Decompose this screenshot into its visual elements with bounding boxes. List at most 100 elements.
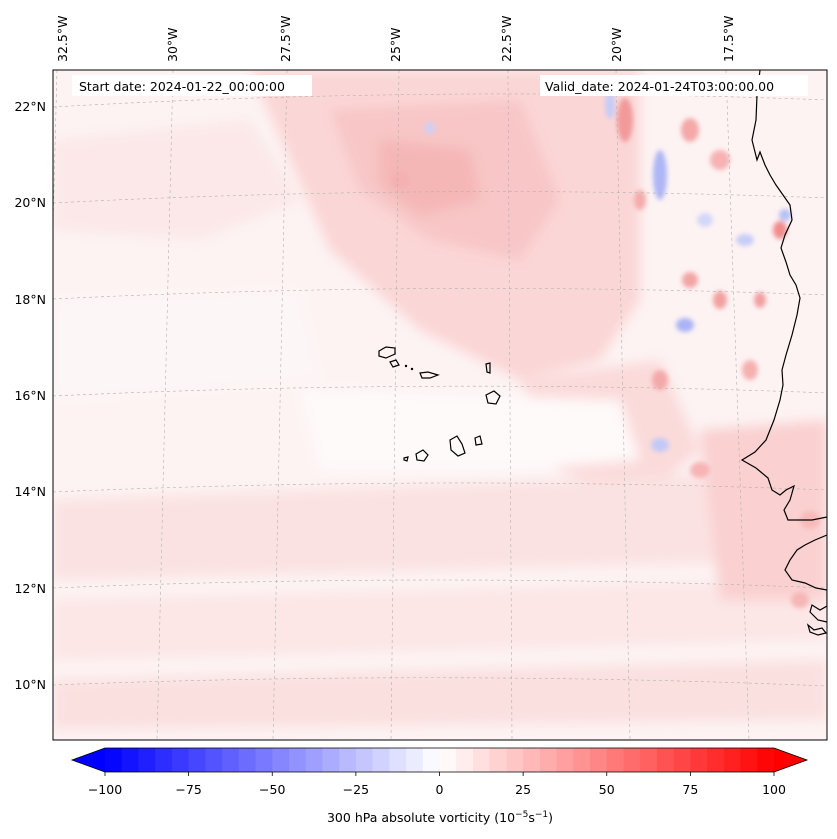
meridian-22-5w: [507, 70, 513, 740]
colorbar-cell: [389, 748, 407, 772]
colorbar: −100 −75 −50 −25 0 25 50 75 100 300 hPa absolute…: [70, 747, 809, 825]
boa-vista-island: [485, 390, 501, 405]
lat-label-10n: 10°N: [14, 677, 46, 692]
santa-luzia-islet: [404, 364, 408, 368]
map-frame: [52, 69, 828, 741]
coastlines: [378, 70, 827, 636]
colorbar-cell: [305, 748, 323, 772]
fogo-island: [415, 449, 429, 462]
colorbar-label-main: 300 hPa absolute vorticity (10: [327, 810, 515, 825]
colorbar-tick-label: 100: [762, 782, 786, 797]
parallel-12n: [53, 579, 827, 589]
colorbar-tick-label: 25: [515, 782, 531, 797]
colorbar-tick-label: 50: [599, 782, 615, 797]
colorbar-cell: [406, 748, 424, 772]
colorbar-cell: [740, 748, 758, 772]
maio-island: [474, 435, 483, 446]
colorbar-cell: [238, 748, 257, 772]
colorbar-cell: [272, 748, 290, 772]
colorbar-cell: [690, 748, 708, 772]
colorbar-label-exp1: −5: [515, 810, 528, 820]
latitude-labels: 22°N 20°N 18°N 16°N 14°N 12°N 10°N: [14, 99, 46, 692]
lon-label-30w: 30°W: [165, 27, 180, 62]
valid-date-box: [540, 75, 808, 96]
colorbar-cell: [339, 748, 357, 772]
colorbar-label-mid: s: [528, 810, 535, 825]
colorbar-tick-label: 75: [682, 782, 698, 797]
sao-vicente-island: [389, 359, 400, 368]
colorbar-tick-label: −25: [343, 782, 369, 797]
parallel-18n: [53, 288, 827, 300]
colorbar-cell: [656, 748, 675, 772]
colorbar-cell: [472, 748, 491, 772]
meridian-17-5w: [725, 70, 750, 740]
lon-label-32-5w: 32.5°W: [55, 16, 70, 62]
colorbar-cell: [723, 748, 742, 772]
lon-label-25w: 25°W: [388, 27, 403, 62]
colorbar-cell: [171, 748, 190, 772]
lat-label-22n: 22°N: [14, 99, 46, 114]
brava-island: [403, 456, 409, 462]
parallel-20n: [53, 191, 827, 204]
parallel-22n: [53, 93, 827, 108]
lat-label-20n: 20°N: [14, 195, 46, 210]
colorbar-ticks: −100 −75 −50 −25 0 25 50 75 100: [88, 772, 786, 797]
colorbar-tick-label: 0: [436, 782, 444, 797]
meridian-27-5w: [272, 70, 288, 740]
lon-label-20w: 20°W: [609, 27, 624, 62]
lat-label-18n: 18°N: [14, 292, 46, 307]
colorbar-label-exp2: −1: [535, 810, 548, 820]
colorbar-cell: [573, 748, 591, 772]
vorticity-field: [53, 70, 827, 730]
colorbar-cell: [506, 748, 524, 772]
colorbar-cell: [590, 748, 608, 772]
parallel-16n: [53, 385, 827, 397]
colorbar-cell: [539, 748, 558, 772]
colorbar-cell: [623, 748, 641, 772]
colorbar-cell: [205, 748, 223, 772]
colorbar-label-end: ): [548, 810, 553, 825]
colorbar-cell: [707, 748, 725, 772]
vorticity-noisy-zone: [391, 91, 820, 608]
colorbar-cell: [489, 748, 507, 772]
lat-label-12n: 12°N: [14, 581, 46, 596]
colorbar-cell: [138, 748, 156, 772]
colorbar-cell: [288, 748, 307, 772]
graticule: [53, 70, 827, 740]
colorbar-extend-max: [774, 748, 807, 772]
santo-antao-island: [378, 346, 396, 359]
lat-label-16n: 16°N: [14, 388, 46, 403]
colorbar-cell: [322, 748, 340, 772]
raso-islet: [410, 367, 414, 371]
lon-label-22-5w: 22.5°W: [499, 16, 514, 62]
lat-label-14n: 14°N: [14, 484, 46, 499]
colorbar-cell: [606, 748, 624, 772]
santiago-island: [449, 435, 466, 457]
african-coastline: [740, 70, 827, 521]
colorbar-cell: [155, 748, 173, 772]
sal-island: [485, 362, 491, 374]
vorticity-positive-band: [53, 70, 827, 730]
valid-date-label: Valid_date: 2024-01-24T03:00:00.00: [545, 79, 774, 94]
start-date-box: [72, 75, 312, 96]
sao-nicolau-island: [419, 371, 440, 379]
colorbar-cell: [556, 748, 574, 772]
colorbar-tick-label: −75: [175, 782, 201, 797]
colorbar-cell: [439, 748, 457, 772]
lon-label-17-5w: 17.5°W: [721, 16, 736, 62]
colorbar-cell: [456, 748, 474, 772]
start-date-label: Start date: 2024-01-22_00:00:00: [79, 79, 285, 94]
longitude-labels: 32.5°W 30°W 27.5°W 25°W 22.5°W 20°W 17.5…: [55, 16, 736, 62]
colorbar-cell: [188, 748, 206, 772]
colorbar-cell: [673, 748, 691, 772]
meridian-25w: [390, 70, 400, 740]
meridian-30w: [156, 70, 174, 740]
colorbar-cell: [422, 748, 440, 772]
map-panel: Start date: 2024-01-22_00:00:00 Valid_da…: [52, 69, 828, 741]
colorbar-cell: [355, 748, 374, 772]
colorbar-cell: [121, 748, 139, 772]
colorbar-cell: [757, 748, 775, 772]
colorbar-tick-label: −50: [259, 782, 285, 797]
parallel-10n: [53, 677, 827, 687]
